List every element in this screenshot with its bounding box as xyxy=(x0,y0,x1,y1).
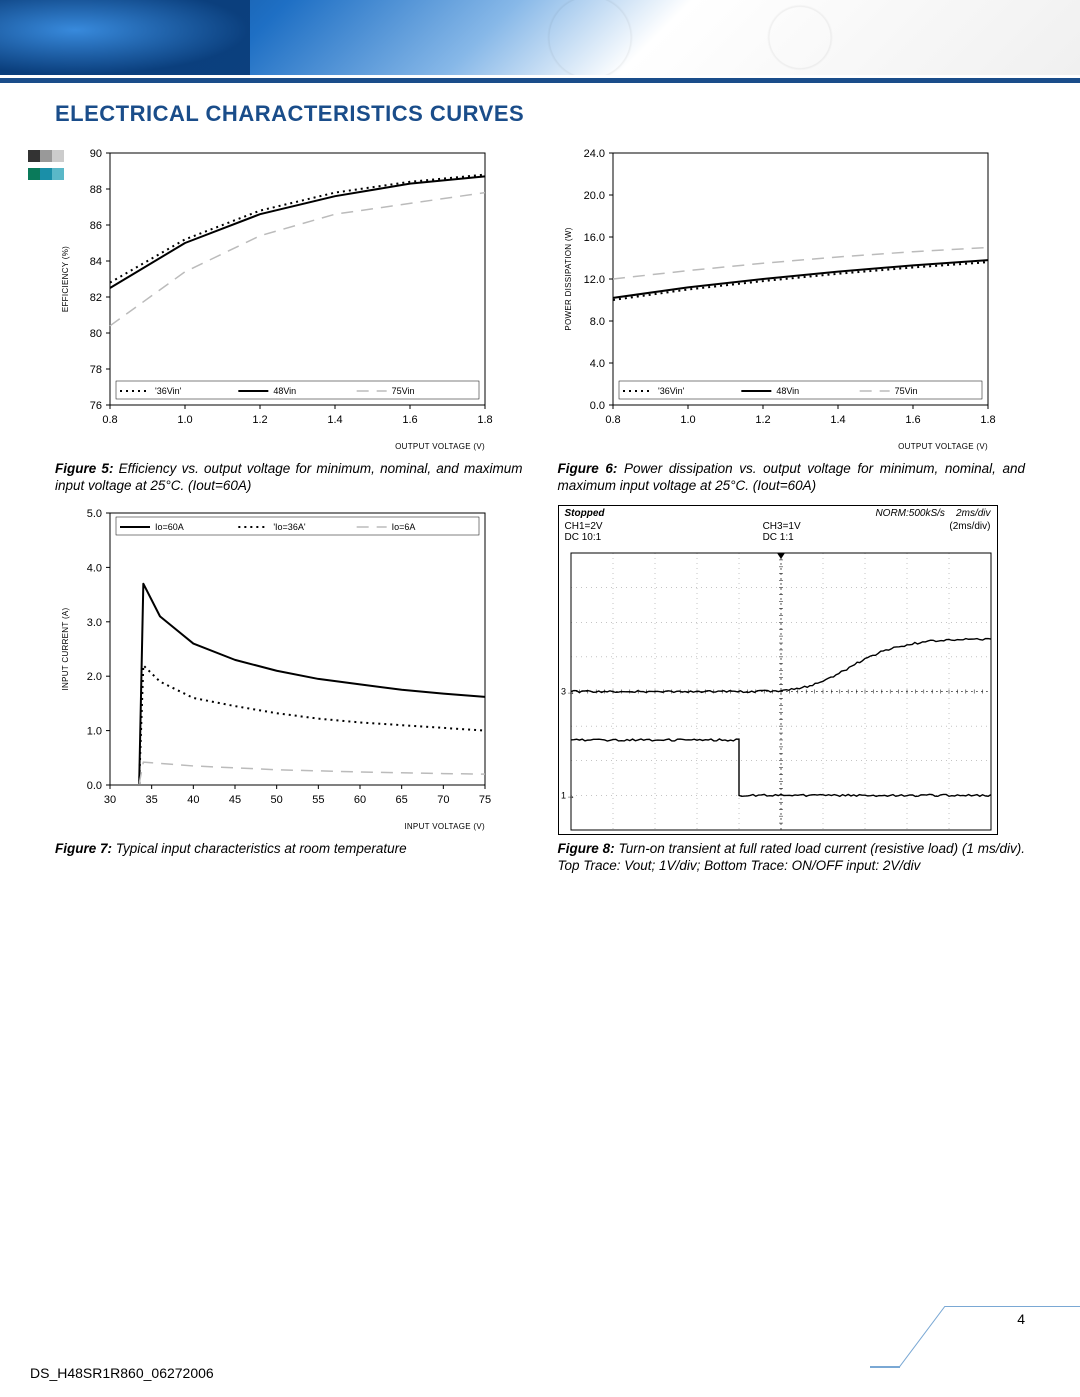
svg-text:'Io=36A': 'Io=36A' xyxy=(273,522,305,532)
svg-text:3.0: 3.0 xyxy=(87,617,102,629)
svg-text:55: 55 xyxy=(312,794,324,806)
svg-text:OUTPUT VOLTAGE (V): OUTPUT VOLTAGE (V) xyxy=(898,442,988,451)
svg-text:INPUT CURRENT (A): INPUT CURRENT (A) xyxy=(61,607,70,690)
header-stripe xyxy=(0,75,1080,83)
svg-text:80: 80 xyxy=(90,328,102,340)
svg-text:1.6: 1.6 xyxy=(905,414,920,426)
svg-text:1.2: 1.2 xyxy=(755,414,770,426)
svg-text:Io=60A: Io=60A xyxy=(155,522,184,532)
svg-text:5.0: 5.0 xyxy=(87,508,102,520)
svg-text:POWER DISSIPATION (W): POWER DISSIPATION (W) xyxy=(564,227,573,330)
svg-text:70: 70 xyxy=(437,794,449,806)
svg-text:76: 76 xyxy=(90,400,102,412)
svg-text:EFFICIENCY (%): EFFICIENCY (%) xyxy=(61,246,70,312)
svg-text:1→: 1→ xyxy=(561,790,575,800)
svg-text:1.4: 1.4 xyxy=(830,414,845,426)
scope-ch3: CH3=1V xyxy=(763,521,801,532)
svg-text:35: 35 xyxy=(146,794,158,806)
svg-text:88: 88 xyxy=(90,184,102,196)
svg-text:75Vin: 75Vin xyxy=(392,386,415,396)
svg-text:0.8: 0.8 xyxy=(605,414,620,426)
svg-text:60: 60 xyxy=(354,794,366,806)
scope-status: Stopped xyxy=(565,508,605,519)
svg-text:1.6: 1.6 xyxy=(402,414,417,426)
svg-text:0.8: 0.8 xyxy=(102,414,117,426)
svg-text:1.2: 1.2 xyxy=(252,414,267,426)
svg-text:75: 75 xyxy=(479,794,491,806)
svg-text:OUTPUT VOLTAGE (V): OUTPUT VOLTAGE (V) xyxy=(395,442,485,451)
svg-text:4.0: 4.0 xyxy=(589,358,604,370)
scope-sample-rate: NORM:500kS/s xyxy=(875,508,944,519)
svg-text:24.0: 24.0 xyxy=(583,148,604,160)
svg-text:1.8: 1.8 xyxy=(477,414,492,426)
svg-text:1.0: 1.0 xyxy=(177,414,192,426)
svg-text:'36Vin': '36Vin' xyxy=(658,386,685,396)
svg-text:16.0: 16.0 xyxy=(583,232,604,244)
figure-8-caption: Figure 8: Turn-on transient at full rate… xyxy=(558,841,1026,875)
header-banner xyxy=(0,0,1080,75)
page-title: ELECTRICAL CHARACTERISTICS CURVES xyxy=(55,101,1025,127)
svg-text:4.0: 4.0 xyxy=(87,562,102,574)
scope-ch1: CH1=2V xyxy=(565,521,603,532)
scope-timebase2: (2ms/div) xyxy=(949,521,990,543)
svg-text:50: 50 xyxy=(271,794,283,806)
svg-text:0.0: 0.0 xyxy=(87,780,102,792)
scope-timebase: 2ms/div xyxy=(956,508,990,519)
figure-7-caption: Figure 7: Typical input characteristics … xyxy=(55,841,523,858)
svg-text:8.0: 8.0 xyxy=(589,316,604,328)
svg-text:0.0: 0.0 xyxy=(589,400,604,412)
scope-ch3-cfg: DC 1:1 xyxy=(763,532,794,543)
svg-text:1.0: 1.0 xyxy=(87,725,102,737)
svg-text:75Vin: 75Vin xyxy=(894,386,917,396)
scope-ch1-cfg: DC 10:1 xyxy=(565,532,602,543)
figure-8-scope: Stopped NORM:500kS/s 2ms/div CH1=2V DC 1… xyxy=(558,505,998,835)
svg-text:40: 40 xyxy=(187,794,199,806)
svg-text:2.0: 2.0 xyxy=(87,671,102,683)
svg-text:1.8: 1.8 xyxy=(980,414,995,426)
figure-6-caption: Figure 6: Power dissipation vs. output v… xyxy=(558,461,1026,495)
svg-text:12.0: 12.0 xyxy=(583,274,604,286)
svg-text:90: 90 xyxy=(90,148,102,160)
svg-text:'36Vin': '36Vin' xyxy=(155,386,182,396)
svg-text:48Vin: 48Vin xyxy=(273,386,296,396)
figure-5-chart: 76 78 80 82 84 86 88 90 0.8 1.0 1.2 1.4 1.6 1.8 OUTPUT… xyxy=(55,145,495,455)
svg-text:30: 30 xyxy=(104,794,116,806)
page-number: 4 xyxy=(1017,1311,1025,1327)
svg-text:86: 86 xyxy=(90,220,102,232)
svg-text:1.0: 1.0 xyxy=(680,414,695,426)
svg-text:Io=6A: Io=6A xyxy=(392,522,416,532)
svg-text:78: 78 xyxy=(90,364,102,376)
svg-text:82: 82 xyxy=(90,292,102,304)
svg-text:INPUT VOLTAGE (V): INPUT VOLTAGE (V) xyxy=(404,822,485,831)
footer-doc-id: DS_H48SR1R860_06272006 xyxy=(30,1365,214,1381)
svg-text:45: 45 xyxy=(229,794,241,806)
svg-text:1.4: 1.4 xyxy=(327,414,342,426)
figure-5-caption: Figure 5: Efficiency vs. output voltage … xyxy=(55,461,523,495)
svg-text:48Vin: 48Vin xyxy=(776,386,799,396)
corner-decoration xyxy=(870,1299,1080,1369)
figure-6-chart: 0.0 4.0 8.0 12.0 16.0 20.0 24.0 0.8 1.0 1.2 1.4 1.6… xyxy=(558,145,998,455)
svg-text:84: 84 xyxy=(90,256,102,268)
svg-text:20.0: 20.0 xyxy=(583,190,604,202)
svg-text:65: 65 xyxy=(396,794,408,806)
figure-7-chart: 0.0 1.0 2.0 3.0 4.0 5.0 30 35 40 45 50 55 60 65 70 75 IN… xyxy=(55,505,495,835)
